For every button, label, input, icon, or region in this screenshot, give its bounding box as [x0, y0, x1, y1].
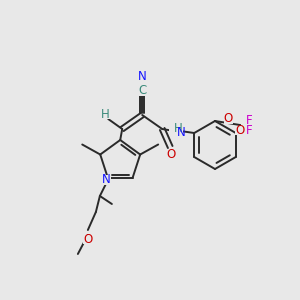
- Text: F: F: [246, 124, 252, 136]
- Text: O: O: [167, 148, 176, 160]
- FancyBboxPatch shape: [236, 125, 244, 134]
- Text: N: N: [177, 125, 186, 139]
- Text: O: O: [83, 233, 92, 247]
- Text: H: H: [174, 122, 183, 134]
- Text: N: N: [101, 173, 110, 187]
- FancyBboxPatch shape: [137, 73, 147, 82]
- FancyBboxPatch shape: [83, 236, 93, 244]
- FancyBboxPatch shape: [167, 149, 176, 158]
- Text: O: O: [224, 112, 233, 125]
- Text: F: F: [246, 115, 252, 128]
- FancyBboxPatch shape: [169, 126, 183, 136]
- FancyBboxPatch shape: [100, 175, 111, 185]
- Text: N: N: [138, 70, 147, 83]
- FancyBboxPatch shape: [137, 86, 147, 95]
- FancyBboxPatch shape: [224, 115, 233, 124]
- FancyBboxPatch shape: [100, 110, 110, 118]
- Text: O: O: [235, 124, 244, 136]
- Text: C: C: [138, 85, 146, 98]
- Text: H: H: [101, 107, 110, 121]
